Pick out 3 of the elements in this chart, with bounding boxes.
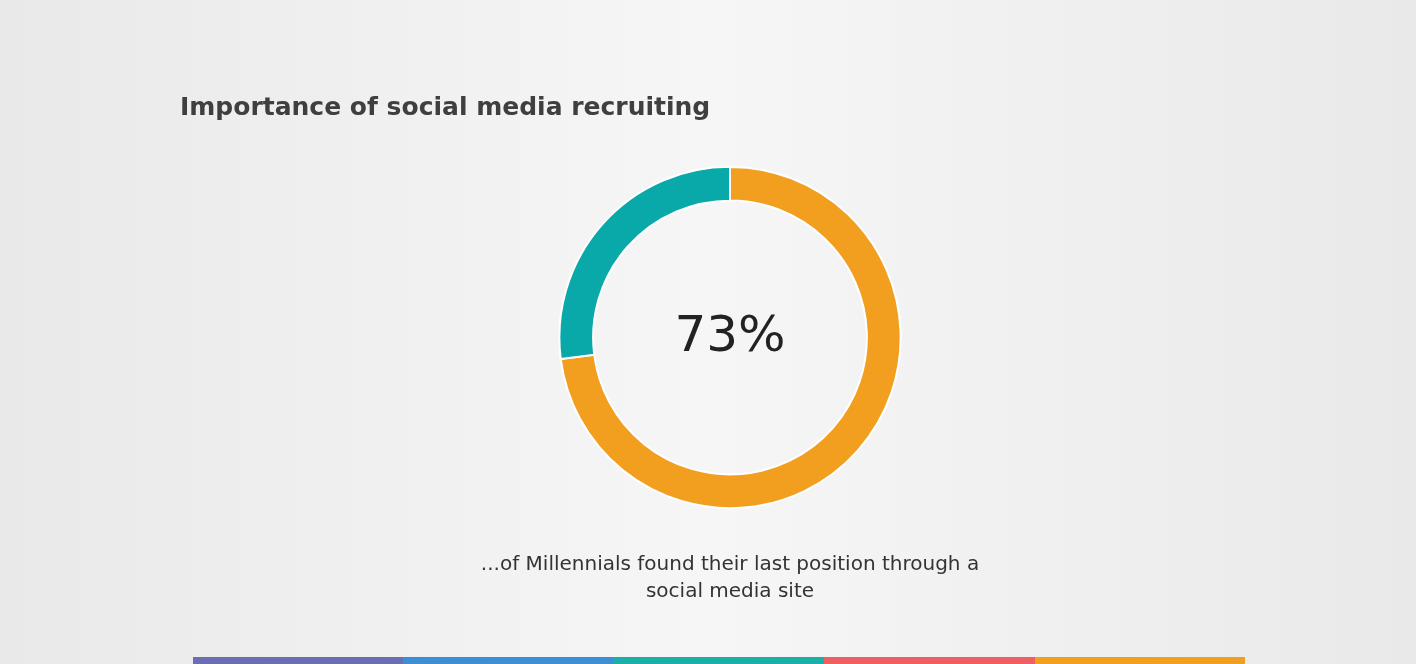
text: 73%	[673, 305, 787, 363]
text: ...of Millennials found their last position through a social media site	[479, 550, 981, 604]
chart-title: Importance of social media recruiting	[180, 92, 711, 121]
